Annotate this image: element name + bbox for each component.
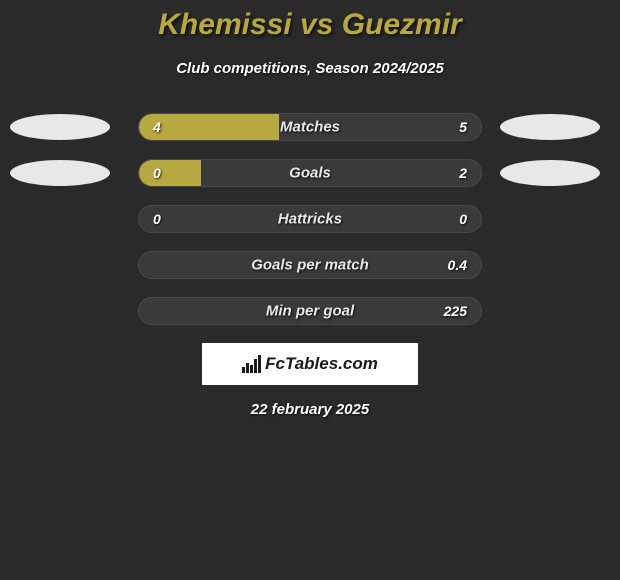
bar-value-right: 0 [459,211,467,227]
bar-value-right: 2 [459,165,467,181]
infographic-container: Khemissi vs Guezmir Club competitions, S… [0,0,620,418]
bars-list: 4Matches50Goals20Hattricks0Goals per mat… [0,113,620,325]
stat-row: 4Matches5 [0,113,620,141]
bar-value-right: 225 [444,303,467,319]
chart-icon [242,355,261,373]
bar-value-right: 5 [459,119,467,135]
stat-row: 0Hattricks0 [0,205,620,233]
bar-label: Min per goal [139,303,481,320]
stat-row: Goals per match0.4 [0,251,620,279]
bar-label: Goals per match [139,257,481,274]
page-title: Khemissi vs Guezmir [0,8,620,42]
player-left-ellipse [10,160,110,186]
bar-track: Min per goal225 [138,297,482,325]
date-text: 22 february 2025 [0,401,620,418]
bar-track: 4Matches5 [138,113,482,141]
player-right-ellipse [500,114,600,140]
bar-label: Hattricks [139,211,481,228]
bar-label: Matches [139,119,481,136]
bar-label: Goals [139,165,481,182]
bar-track: 0Hattricks0 [138,205,482,233]
logo-text: FcTables.com [265,354,378,374]
player-right-ellipse [500,160,600,186]
subtitle: Club competitions, Season 2024/2025 [0,60,620,77]
logo-box[interactable]: FcTables.com [202,343,418,385]
player-left-ellipse [10,114,110,140]
bar-track: 0Goals2 [138,159,482,187]
bar-track: Goals per match0.4 [138,251,482,279]
stat-row: 0Goals2 [0,159,620,187]
bar-value-right: 0.4 [448,257,467,273]
stat-row: Min per goal225 [0,297,620,325]
